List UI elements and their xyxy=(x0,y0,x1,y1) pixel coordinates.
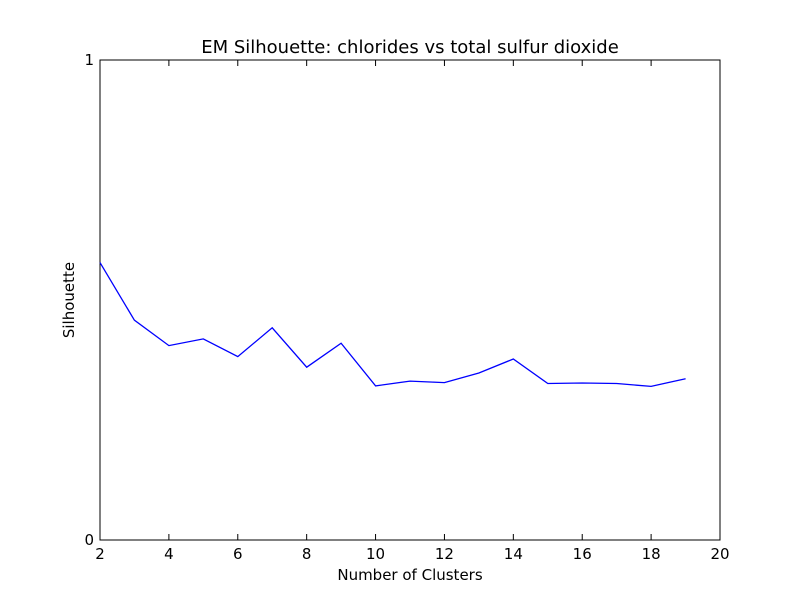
x-tick-label: 16 xyxy=(573,545,592,563)
y-tick-label: 1 xyxy=(84,51,94,69)
x-tick-label: 20 xyxy=(710,545,729,563)
series-group xyxy=(99,262,686,388)
x-tick-label: 18 xyxy=(642,545,661,563)
x-tick-label: 4 xyxy=(164,545,174,563)
x-tick-label: 12 xyxy=(435,545,454,563)
x-tick-label: 10 xyxy=(366,545,385,563)
x-tick-label: 8 xyxy=(302,545,312,563)
series-line xyxy=(99,262,686,388)
x-axis: 2 4 6 8 10 12 14 16 18 20 xyxy=(95,60,730,563)
x-tick-label: 2 xyxy=(95,545,105,563)
plot-area xyxy=(99,59,721,541)
x-tick-label: 14 xyxy=(504,545,523,563)
y-tick-label: 0 xyxy=(84,531,94,549)
y-axis: 01 xyxy=(84,51,720,549)
plot-frame xyxy=(99,59,721,541)
x-axis-label: Number of Clusters xyxy=(337,566,482,584)
chart-title: EM Silhouette: chlorides vs total sulfur… xyxy=(201,37,619,58)
x-tick-label: 6 xyxy=(233,545,243,563)
y-axis-label: Silhouette xyxy=(60,262,78,338)
